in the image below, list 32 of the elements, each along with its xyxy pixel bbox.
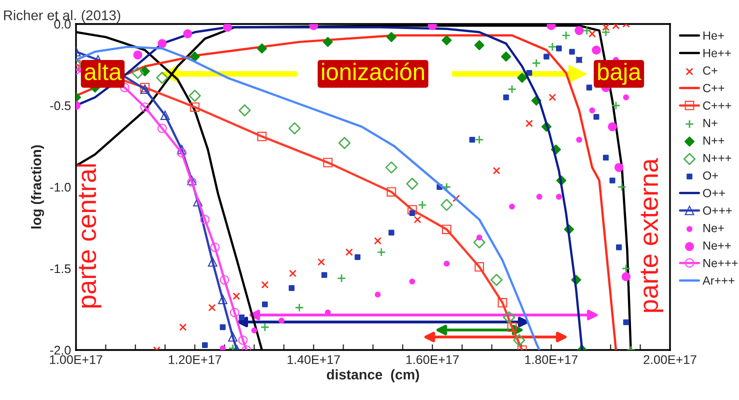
- legend-label: C++: [703, 84, 724, 92]
- x-tick-label: 1.00E+17: [50, 355, 102, 364]
- y-axis-title: log (fraction): [31, 145, 44, 228]
- legend-label: Ne+: [703, 224, 724, 232]
- x-tick-label: 2.00E+17: [644, 355, 696, 364]
- y-tick-label: -0.5: [50, 101, 71, 110]
- legend-label: N++: [703, 136, 724, 145]
- legend-label: O+: [703, 171, 718, 180]
- x-axis-title: distance (cm): [326, 369, 420, 382]
- legend-label: Ne++: [703, 241, 731, 250]
- y-tick-label: -2.0: [50, 346, 71, 355]
- legend-label: N+++: [703, 154, 732, 162]
- legend-label: He++: [703, 49, 731, 58]
- annotation: baja: [598, 62, 642, 85]
- legend-label: C+: [703, 66, 718, 75]
- legend-label: O+++: [703, 206, 732, 215]
- x-tick-label: 1.60E+17: [406, 355, 459, 364]
- y-tick-label: -1.5: [50, 264, 71, 274]
- annotation: alta: [84, 62, 122, 80]
- x-tick-label: 1.40E+17: [288, 355, 340, 364]
- legend-label: C+++: [703, 101, 732, 110]
- x-tick-label: 1.20E+17: [168, 355, 222, 364]
- legend-label: Ne+++: [703, 258, 738, 268]
- annotation: ionización: [322, 62, 424, 80]
- x-tick-label: 1.80E+17: [525, 355, 578, 364]
- legend-label: N+: [703, 119, 718, 128]
- annotation: parte central: [76, 164, 102, 308]
- legend-label: He+: [703, 32, 724, 40]
- y-tick-label: -1.0: [50, 182, 71, 192]
- legend-label: Ar+++: [702, 276, 734, 285]
- annotation: parte externa: [640, 158, 664, 312]
- legend-label: O++: [703, 188, 725, 198]
